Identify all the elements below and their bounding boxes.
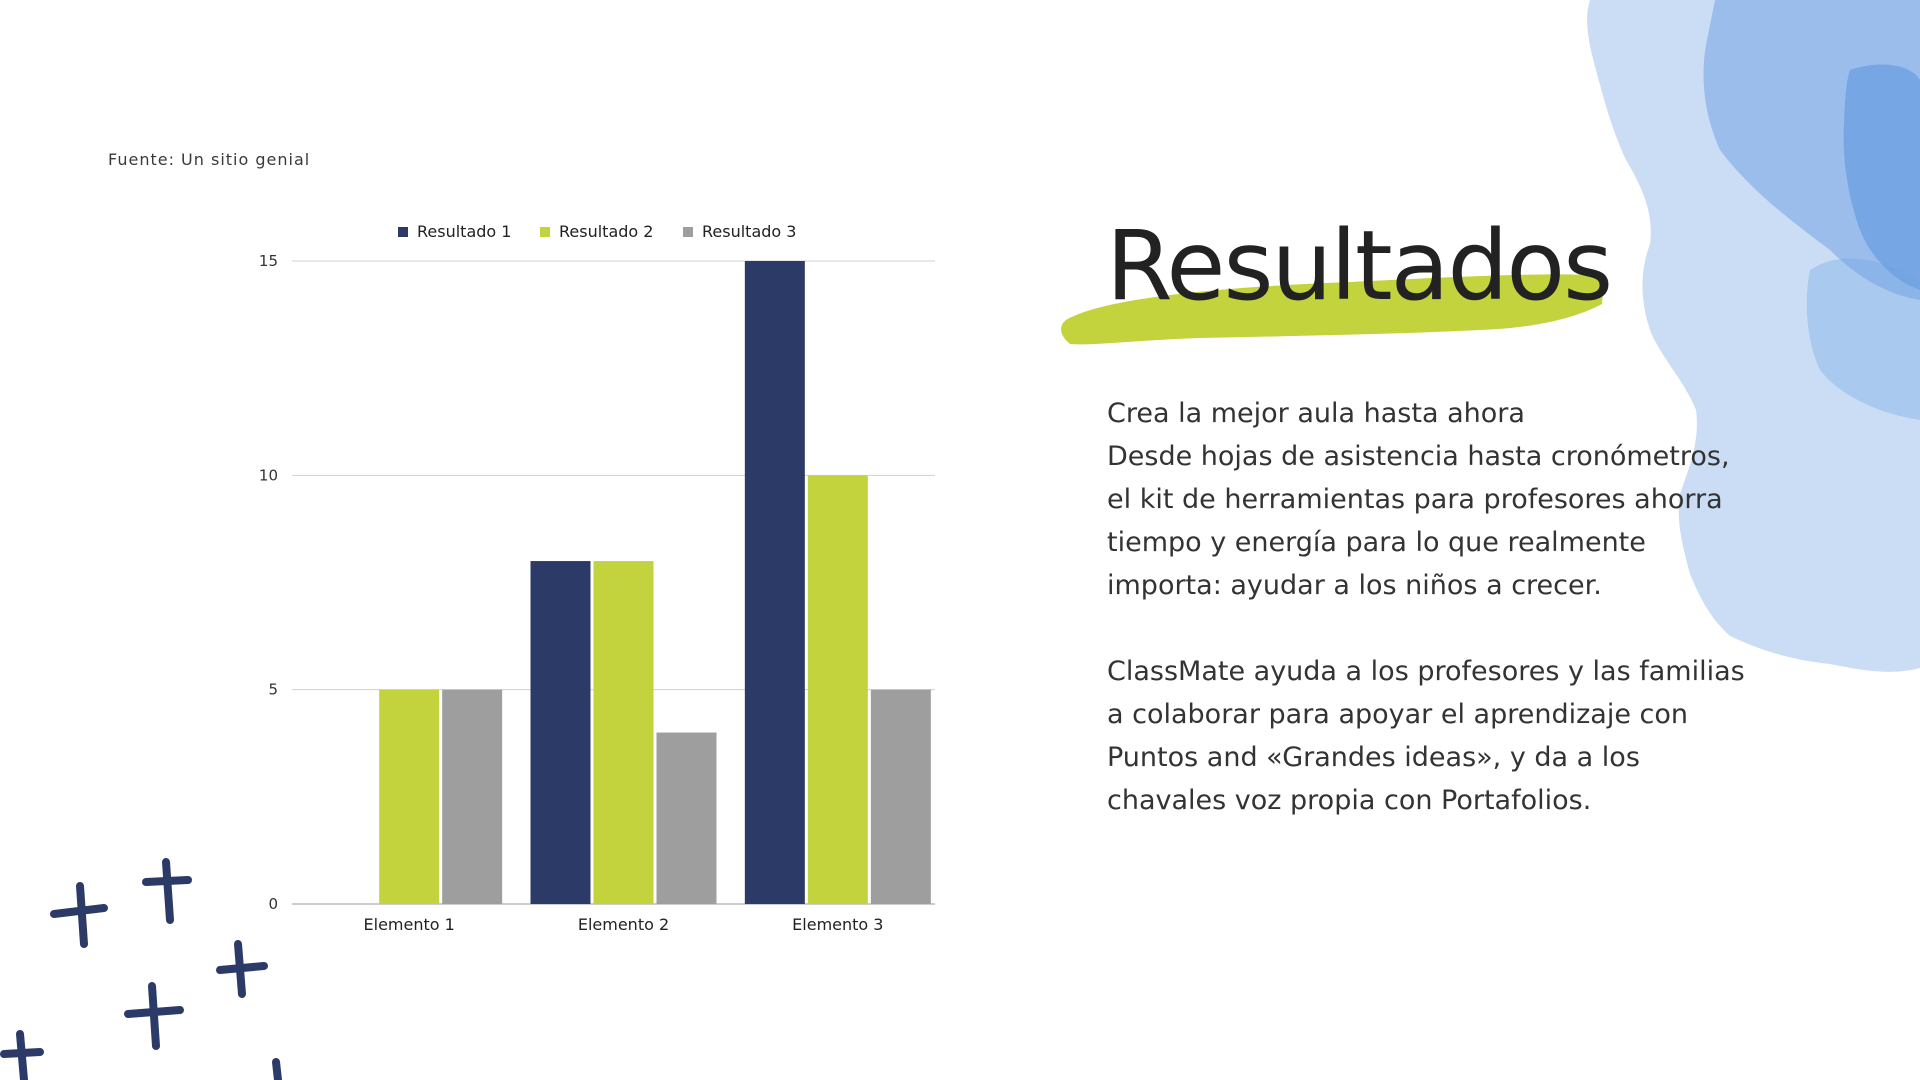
body-line: ClassMate ayuda a los profesores y las f… <box>1107 656 1745 687</box>
body-line: Puntos and «Grandes ideas», y da a los <box>1107 742 1640 773</box>
x-tick-label: Elemento 1 <box>364 915 455 934</box>
bar <box>379 689 440 904</box>
body-line: el kit de herramientas para profesores a… <box>1107 484 1723 515</box>
legend-label: Resultado 2 <box>559 222 653 241</box>
x-tick-label: Elemento 3 <box>792 915 883 934</box>
cross-icon <box>216 940 268 998</box>
cross-icon <box>124 982 184 1050</box>
y-tick-label: 0 <box>268 895 278 913</box>
y-tick-label: 5 <box>268 681 278 699</box>
body-line: tiempo y energía para lo que realmente <box>1107 527 1646 558</box>
cross-icon <box>0 1030 44 1080</box>
body-text: Crea la mejor aula hasta ahora Desde hoj… <box>1107 392 1797 822</box>
y-tick-label: 10 <box>259 466 278 484</box>
bar <box>593 561 654 904</box>
source-note: Fuente: Un sitio genial <box>108 150 311 169</box>
body-line: Desde hojas de asistencia hasta cronómet… <box>1107 441 1730 472</box>
legend-swatch <box>683 227 693 237</box>
bar <box>656 732 717 904</box>
body-line: chavales voz propia con Portafolios. <box>1107 785 1592 816</box>
bar <box>807 475 868 904</box>
bar <box>530 561 591 904</box>
bar <box>870 689 931 904</box>
legend-label: Resultado 3 <box>702 222 796 241</box>
cross-icon <box>272 1058 282 1080</box>
bar-chart: 0 5 10 15 Elemento 1 Elemento 2 Elemento 3 Resu… <box>259 222 935 934</box>
body-line: importa: ayudar a los niños a crecer. <box>1107 570 1602 601</box>
body-line: a colaborar para apoyar el aprendizaje c… <box>1107 699 1688 730</box>
legend-swatch <box>540 227 550 237</box>
body-line: Crea la mejor aula hasta ahora <box>1107 398 1525 429</box>
x-tick-label: Elemento 2 <box>578 915 669 934</box>
bar <box>442 689 503 904</box>
bar <box>744 261 805 904</box>
legend-swatch <box>398 227 408 237</box>
cross-icon <box>142 858 192 924</box>
cross-icon <box>50 882 108 948</box>
y-tick-label: 15 <box>259 252 278 270</box>
legend-label: Resultado 1 <box>417 222 511 241</box>
page-title: Resultados <box>1106 210 1613 322</box>
